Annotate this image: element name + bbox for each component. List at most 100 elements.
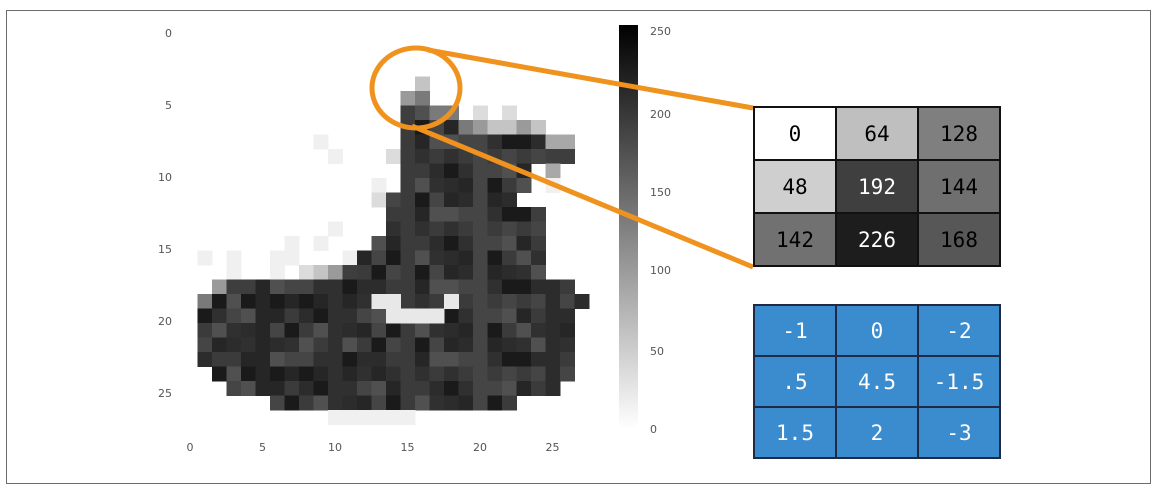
image-pixel bbox=[560, 149, 575, 164]
image-pixel bbox=[516, 207, 532, 222]
x-axis-ticks: 0 5 10 15 20 25 bbox=[187, 441, 560, 454]
image-pixel bbox=[400, 323, 416, 338]
image-pixel bbox=[531, 149, 546, 164]
image-pixel bbox=[313, 279, 329, 295]
grid-row: 142 226 168 bbox=[753, 212, 1001, 267]
image-pixel bbox=[415, 294, 430, 309]
image-pixel bbox=[400, 279, 416, 295]
image-pixel bbox=[516, 279, 532, 295]
image-pixel bbox=[415, 163, 430, 179]
image-pixel bbox=[328, 352, 343, 367]
image-pixel bbox=[516, 134, 532, 150]
image-pixel bbox=[502, 192, 517, 208]
image-pixel bbox=[270, 265, 285, 280]
image-pixel bbox=[502, 265, 517, 280]
image-pixel bbox=[313, 265, 329, 280]
image-pixel bbox=[487, 207, 503, 222]
image-pixel bbox=[371, 178, 387, 193]
image-pixel bbox=[502, 178, 517, 193]
kernel-cell: 1.5 bbox=[753, 406, 837, 459]
image-pixel bbox=[487, 294, 503, 309]
image-pixel bbox=[386, 149, 401, 164]
image-pixel bbox=[357, 294, 372, 309]
image-pixel bbox=[313, 134, 329, 150]
image-pixel bbox=[371, 308, 387, 324]
image-pixel bbox=[531, 250, 546, 266]
image-pixel bbox=[487, 395, 503, 411]
kernel-cell: 2 bbox=[835, 406, 919, 459]
image-pixel bbox=[429, 178, 445, 193]
image-pixel bbox=[270, 294, 285, 309]
image-pixel bbox=[212, 366, 227, 382]
image-pixel bbox=[415, 178, 430, 193]
image-pixel bbox=[386, 352, 401, 367]
image-pixel bbox=[560, 294, 575, 309]
image-pixel bbox=[516, 294, 532, 309]
grid-row: 1.5 2 -3 bbox=[753, 406, 1001, 459]
image-pixel bbox=[458, 207, 474, 222]
image-pixel bbox=[502, 337, 517, 353]
image-pixel bbox=[299, 323, 314, 338]
pixel-cell: 128 bbox=[917, 106, 1001, 161]
figure-frame bbox=[6, 10, 1151, 484]
image-pixel bbox=[400, 294, 416, 309]
image-pixel bbox=[313, 381, 329, 396]
image-pixel bbox=[444, 381, 459, 396]
image-pixel bbox=[226, 294, 242, 309]
image-pixel bbox=[357, 410, 372, 425]
image-pixel bbox=[284, 323, 300, 338]
image-pixel bbox=[429, 221, 445, 237]
image-pixel bbox=[400, 337, 416, 353]
colorbar bbox=[619, 25, 638, 429]
image-pixel bbox=[516, 221, 532, 237]
x-tick-label: 25 bbox=[546, 441, 560, 454]
image-pixel bbox=[386, 265, 401, 280]
image-pixel bbox=[487, 236, 503, 251]
image-pixel bbox=[328, 265, 343, 280]
image-pixel bbox=[473, 163, 488, 179]
image-pixel bbox=[560, 337, 575, 353]
image-pixel bbox=[560, 366, 575, 382]
image-pixel bbox=[255, 366, 271, 382]
image-pixel bbox=[328, 410, 343, 425]
image-pixel bbox=[284, 236, 300, 251]
image-pixel bbox=[415, 149, 430, 164]
image-pixel bbox=[357, 366, 372, 382]
y-tick-label: 0 bbox=[165, 27, 172, 40]
image-pixel bbox=[212, 352, 227, 367]
y-tick-label: 5 bbox=[165, 99, 172, 112]
image-pixel bbox=[444, 163, 459, 179]
image-pixel bbox=[458, 192, 474, 208]
image-pixel bbox=[473, 308, 488, 324]
image-pixel bbox=[458, 221, 474, 237]
image-pixel bbox=[458, 250, 474, 266]
image-pixel bbox=[415, 366, 430, 382]
image-pixel bbox=[444, 250, 459, 266]
image-pixel bbox=[429, 163, 445, 179]
image-pixel bbox=[342, 265, 358, 280]
image-pixel bbox=[444, 221, 459, 237]
image-pixel bbox=[357, 279, 372, 295]
image-pixel bbox=[255, 337, 271, 353]
image-pixel bbox=[473, 221, 488, 237]
image-pixel bbox=[371, 410, 387, 425]
image-pixel bbox=[502, 221, 517, 237]
image-pixel bbox=[458, 337, 474, 353]
image-pixel bbox=[328, 294, 343, 309]
image-pixel bbox=[473, 294, 488, 309]
image-pixel bbox=[284, 381, 300, 396]
image-pixel bbox=[400, 410, 416, 425]
x-tick-label: 10 bbox=[328, 441, 342, 454]
image-pixel bbox=[415, 134, 430, 150]
image-pixel bbox=[371, 265, 387, 280]
image-pixel bbox=[313, 294, 329, 309]
image-pixel bbox=[241, 352, 256, 367]
image-pixel bbox=[371, 352, 387, 367]
image-pixel bbox=[516, 323, 532, 338]
image-pixel bbox=[371, 192, 387, 208]
image-pixel bbox=[516, 337, 532, 353]
pixel-cell: 64 bbox=[835, 106, 919, 161]
image-pixel bbox=[429, 149, 445, 164]
image-pixel bbox=[560, 279, 575, 295]
image-pixel bbox=[473, 323, 488, 338]
